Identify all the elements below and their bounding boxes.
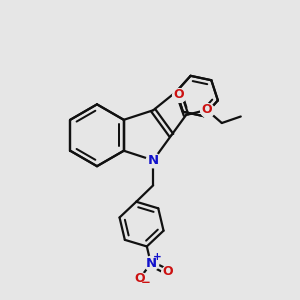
Text: −: − — [141, 277, 151, 290]
Text: O: O — [134, 272, 145, 285]
Text: N: N — [148, 154, 159, 167]
Text: +: + — [153, 252, 162, 262]
Text: O: O — [201, 103, 212, 116]
Text: O: O — [174, 88, 184, 101]
Text: N: N — [145, 257, 156, 270]
Text: O: O — [162, 266, 173, 278]
